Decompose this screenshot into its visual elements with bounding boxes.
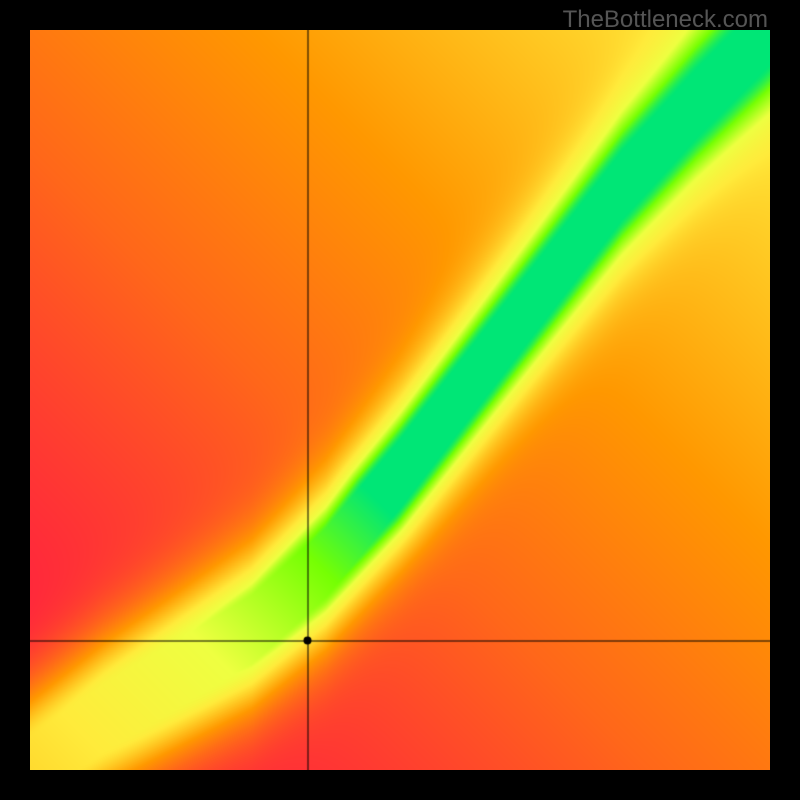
watermark-text: TheBottleneck.com xyxy=(563,6,768,34)
chart-container: TheBottleneck.com xyxy=(0,0,800,800)
heatmap-canvas xyxy=(30,30,770,770)
